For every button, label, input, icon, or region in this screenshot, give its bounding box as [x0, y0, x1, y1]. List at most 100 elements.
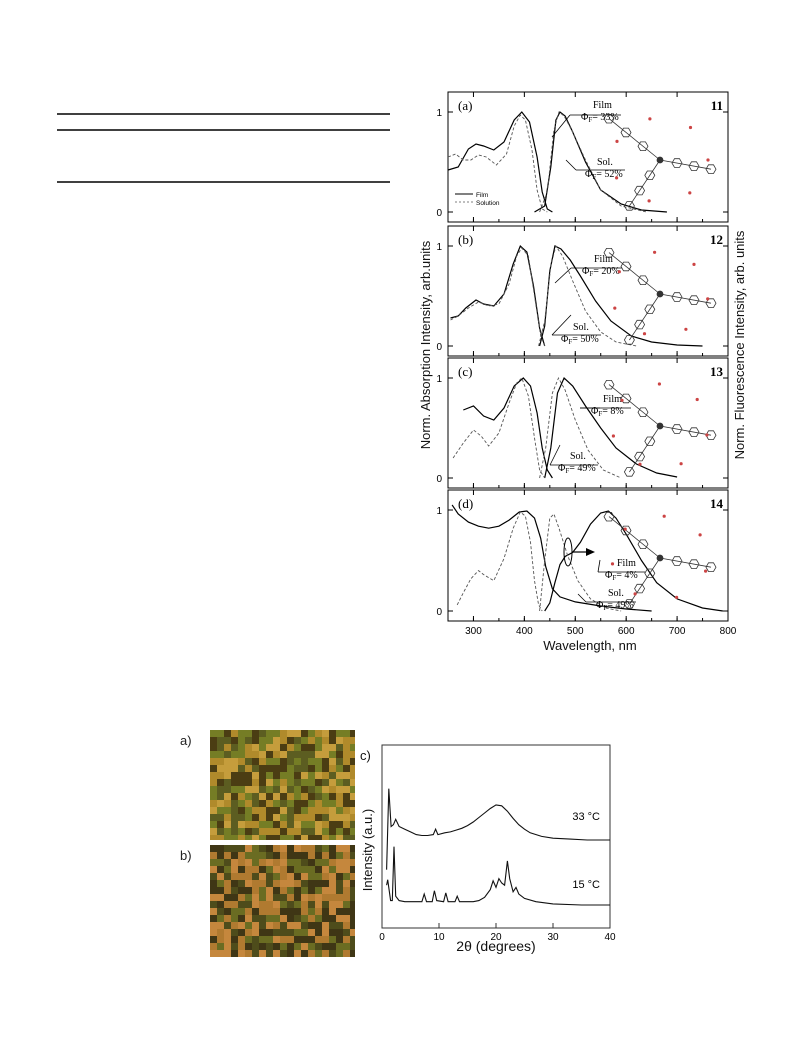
micrograph-texture-cell [217, 793, 224, 800]
molecule-bond [659, 425, 712, 436]
y-tick-label: 1 [436, 374, 442, 385]
micrograph-texture-cell [238, 859, 245, 866]
micrograph-texture-cell [259, 873, 266, 880]
micrograph-texture-cell [301, 845, 308, 852]
micrograph-texture-cell [273, 866, 280, 873]
micrograph-texture-cell [224, 793, 231, 800]
micrograph-texture-cell [287, 943, 294, 950]
micrograph-texture-cell [308, 943, 315, 950]
xrd-x-tick-label: 20 [490, 932, 502, 943]
micrograph-texture-cell [308, 807, 315, 814]
benzene-ring [671, 424, 683, 434]
micrograph-texture-cell [252, 852, 259, 859]
micrograph-texture-cell [336, 793, 343, 800]
micrograph-texture-cell [238, 922, 245, 929]
micrograph-texture-cell [343, 922, 350, 929]
phi-subscript: F [592, 173, 596, 181]
molecule-bond [629, 293, 661, 341]
micrograph-texture-cell [336, 887, 343, 894]
micrograph-texture-cell [266, 737, 273, 744]
micrograph-texture-cell [350, 807, 355, 814]
micrograph-texture-cell [329, 821, 336, 828]
micrograph-texture-cell [266, 915, 273, 922]
micrograph-texture-cell [210, 915, 217, 922]
micrograph-texture-cell [294, 936, 301, 943]
micrograph-texture-cell [217, 950, 224, 957]
micrograph-texture-cell [245, 800, 252, 807]
micrograph-texture-cell [329, 786, 336, 793]
micrograph-texture-cell [329, 772, 336, 779]
micrograph-texture-cell [210, 828, 217, 835]
micrograph-texture-cell [217, 873, 224, 880]
micrograph-texture-cell [301, 873, 308, 880]
micrograph-texture-cell [245, 852, 252, 859]
micrograph-texture-cell [287, 835, 294, 840]
micrograph-texture-cell [322, 751, 329, 758]
micrograph-texture-cell [224, 894, 231, 901]
micrograph-texture-cell [273, 828, 280, 835]
micrograph-texture-cell [336, 730, 343, 737]
micrograph-texture-cell [266, 779, 273, 786]
x-tick-label: 400 [516, 626, 533, 637]
micrograph-texture-cell [329, 793, 336, 800]
micrograph-texture-cell [273, 894, 280, 901]
micrograph-texture-cell [238, 866, 245, 873]
molecule-bond [629, 159, 661, 207]
micrograph-texture-cell [266, 901, 273, 908]
micrograph-texture-cell [322, 835, 329, 840]
micrograph-texture-cell [322, 744, 329, 751]
micrograph-texture-cell [301, 929, 308, 936]
micrograph-texture-cell [287, 901, 294, 908]
micrograph-texture-cell [336, 950, 343, 957]
micrograph-texture-cell [329, 758, 336, 765]
micrograph-texture-cell [266, 859, 273, 866]
micrograph-texture-cell [280, 915, 287, 922]
micrograph-texture-cell [224, 821, 231, 828]
micrograph-texture-cell [343, 786, 350, 793]
micrograph-texture-cell [294, 737, 301, 744]
micrograph-texture-cell [217, 887, 224, 894]
micrograph-texture-cell [252, 866, 259, 873]
micrograph-texture-cell [294, 786, 301, 793]
spectra-xlabel: Wavelength, nm [543, 638, 636, 653]
oxygen-atom [647, 199, 651, 203]
micrograph-texture-cell [350, 744, 355, 751]
micrograph-texture-cell [280, 880, 287, 887]
micrograph-texture-cell [350, 786, 355, 793]
micrograph-texture-cell [224, 852, 231, 859]
micrograph-texture-cell [322, 866, 329, 873]
micrograph-texture-cell [210, 765, 217, 772]
micrograph-texture-cell [210, 786, 217, 793]
micrograph-texture-cell [266, 758, 273, 765]
micrograph-texture-cell [301, 828, 308, 835]
micrograph-texture-cell [308, 828, 315, 835]
micrograph-texture-cell [287, 852, 294, 859]
xrd-series-label: 33 °C [572, 811, 600, 823]
micrograph-texture-cell [238, 887, 245, 894]
micrograph-texture-cell [322, 887, 329, 894]
micrograph-texture-cell [259, 828, 266, 835]
micrograph-texture-cell [252, 908, 259, 915]
y-tick-label: 0 [436, 342, 442, 353]
micrograph-texture-cell [266, 894, 273, 901]
micrograph-texture-cell [224, 859, 231, 866]
panel-frame [447, 225, 729, 357]
micrograph-texture-cell [308, 922, 315, 929]
series-film-0 [450, 244, 546, 347]
micrograph-texture-cell [266, 821, 273, 828]
micrograph-texture-cell [238, 814, 245, 821]
micrograph-texture-cell [245, 786, 252, 793]
micrograph-texture-cell [210, 845, 217, 852]
micrograph-texture-cell [315, 821, 322, 828]
micrograph-texture-cell [217, 859, 224, 866]
micrograph-texture-cell [231, 866, 238, 873]
spectra-ylabel-left: Norm. Absorption Intensity, arb.units [418, 240, 433, 449]
annotation-yield: ΦF= 33% [581, 112, 619, 124]
micrograph-texture-cell [350, 950, 355, 957]
annotation-title: Film [603, 394, 622, 405]
micrograph-texture-cell [350, 779, 355, 786]
micrograph-texture-cell [308, 730, 315, 737]
micrograph-texture-cell [238, 936, 245, 943]
micrograph-texture-cell [301, 744, 308, 751]
micrograph-texture-cell [245, 772, 252, 779]
